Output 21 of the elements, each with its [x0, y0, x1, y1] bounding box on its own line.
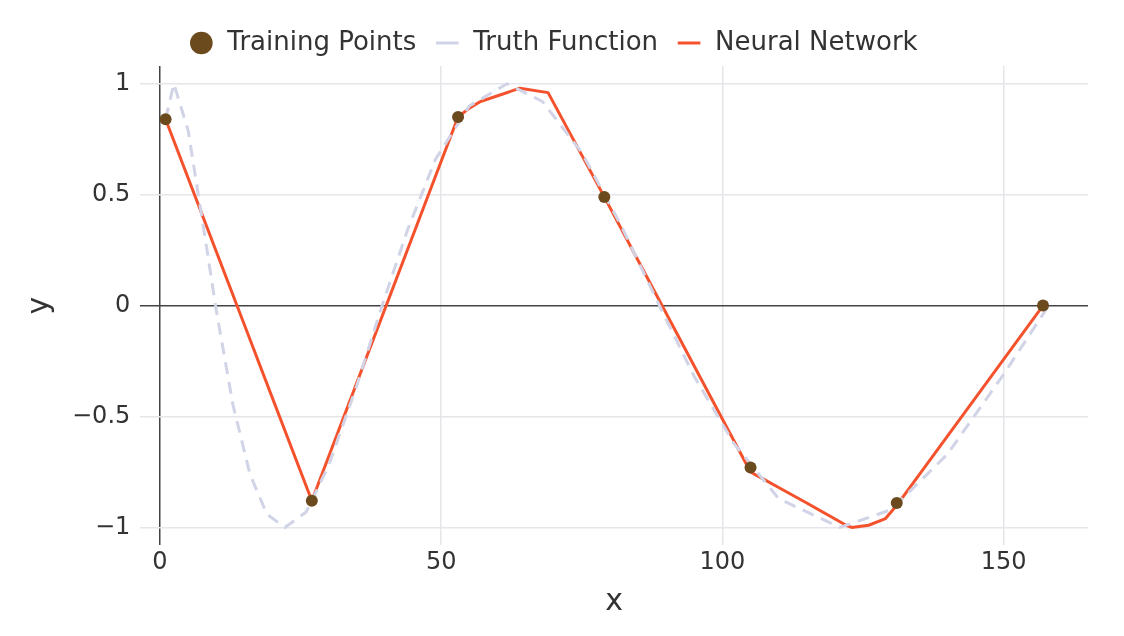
- y-tick-label: 0: [115, 289, 131, 318]
- point: [598, 190, 611, 203]
- point: [159, 113, 172, 126]
- x-tick-label: 50: [425, 546, 457, 575]
- x-tick-label: 150: [980, 546, 1027, 575]
- y-tick-label: 1: [115, 67, 131, 96]
- legend-label: Training Points: [226, 25, 417, 56]
- y-tick-label: 0.5: [92, 178, 131, 207]
- point: [305, 494, 318, 507]
- x-axis-title: x: [605, 581, 624, 617]
- point: [1037, 299, 1049, 312]
- y-axis-title: y: [19, 296, 55, 315]
- point: [452, 111, 465, 124]
- y-tick-label: −0.5: [72, 400, 131, 429]
- legend-label: Truth Function: [472, 25, 659, 56]
- y-tick-label: −1: [94, 511, 131, 540]
- point: [744, 461, 757, 474]
- x-tick-label: 0: [152, 546, 168, 575]
- point: [890, 497, 903, 510]
- x-tick-label: 100: [699, 546, 746, 575]
- legend-label: Neural Network: [715, 25, 918, 56]
